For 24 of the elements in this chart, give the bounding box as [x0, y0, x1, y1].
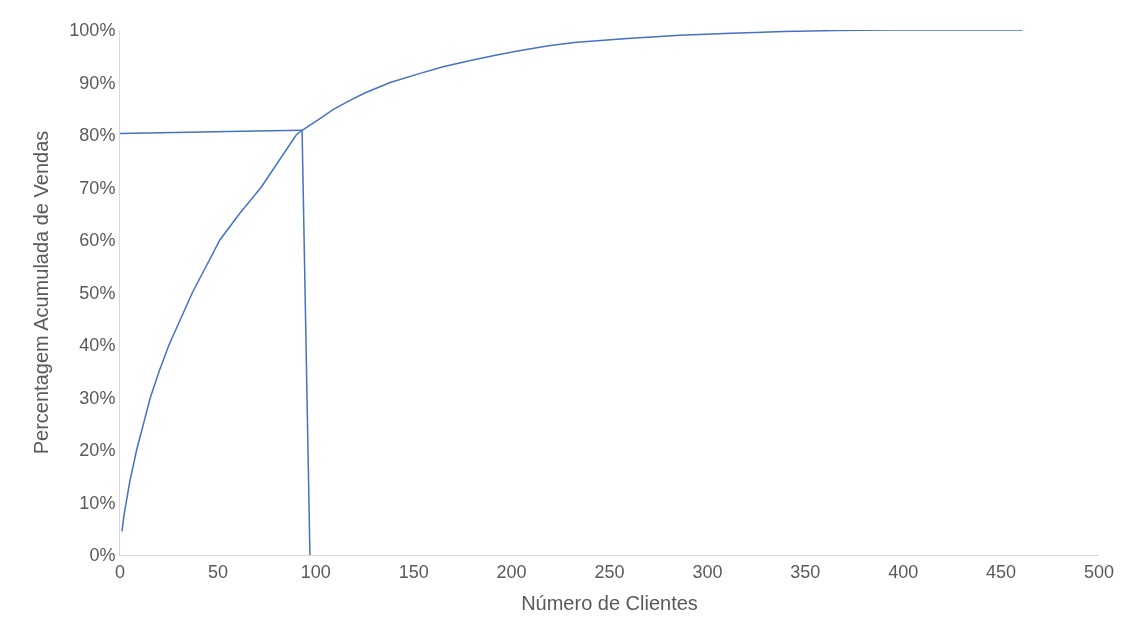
x-tick-label: 500	[1083, 561, 1115, 582]
x-tick-label: 250	[594, 561, 625, 582]
y-tick-label: 30%	[79, 387, 116, 408]
x-tick-label: 100	[300, 561, 331, 582]
y-tick-label: 80%	[79, 125, 116, 146]
x-tick-label: 400	[888, 561, 919, 582]
x-tick-label: 0	[114, 561, 126, 582]
y-tick-label: 70%	[79, 177, 116, 198]
y-tick-label: 100%	[69, 20, 116, 41]
y-tick-label: 40%	[79, 335, 116, 356]
y-tick-label: 20%	[79, 440, 116, 461]
x-tick-label: 300	[692, 561, 723, 582]
y-tick-label: 0%	[89, 545, 116, 566]
x-axis-title: Número de Clientes	[521, 592, 698, 615]
x-tick-label: 50	[207, 561, 228, 582]
x-tick-label: 350	[790, 561, 821, 582]
y-tick-label: 10%	[79, 492, 116, 513]
y-axis-title: Percentagem Acumulada de Vendas	[29, 130, 52, 455]
x-tick-label: 450	[986, 561, 1017, 582]
x-tick-label: 200	[496, 561, 527, 582]
y-tick-label: 90%	[79, 72, 116, 93]
x-tick-label: 150	[398, 561, 429, 582]
y-tick-label: 60%	[79, 230, 116, 251]
y-tick-label: 50%	[79, 282, 116, 303]
